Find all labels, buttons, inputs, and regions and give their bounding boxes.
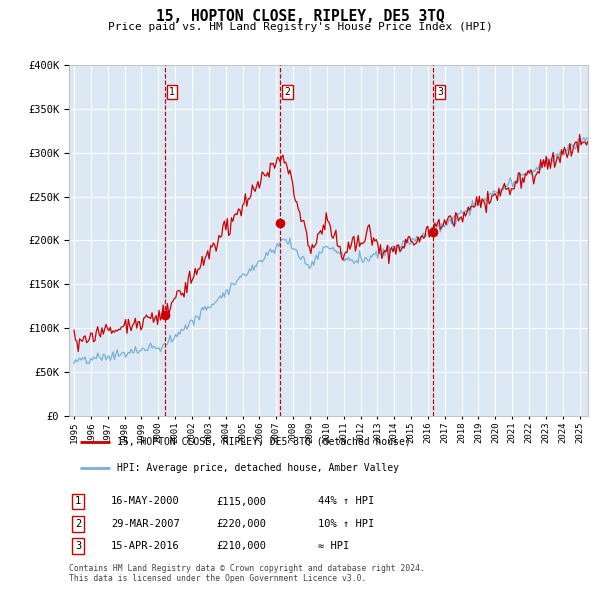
Text: ≈ HPI: ≈ HPI — [318, 542, 349, 551]
Text: £115,000: £115,000 — [216, 497, 266, 506]
Text: 1: 1 — [169, 87, 175, 97]
Text: 44% ↑ HPI: 44% ↑ HPI — [318, 497, 374, 506]
Text: 15, HOPTON CLOSE, RIPLEY, DE5 3TQ (detached house): 15, HOPTON CLOSE, RIPLEY, DE5 3TQ (detac… — [116, 437, 410, 447]
Text: 29-MAR-2007: 29-MAR-2007 — [111, 519, 180, 529]
Text: 3: 3 — [437, 87, 443, 97]
Text: 16-MAY-2000: 16-MAY-2000 — [111, 497, 180, 506]
Text: Price paid vs. HM Land Registry's House Price Index (HPI): Price paid vs. HM Land Registry's House … — [107, 22, 493, 32]
Text: 2: 2 — [75, 519, 81, 529]
Text: 1: 1 — [75, 497, 81, 506]
Text: 15-APR-2016: 15-APR-2016 — [111, 542, 180, 551]
Text: This data is licensed under the Open Government Licence v3.0.: This data is licensed under the Open Gov… — [69, 574, 367, 583]
Text: 10% ↑ HPI: 10% ↑ HPI — [318, 519, 374, 529]
Text: £210,000: £210,000 — [216, 542, 266, 551]
Text: 2: 2 — [284, 87, 290, 97]
Text: £220,000: £220,000 — [216, 519, 266, 529]
Text: 3: 3 — [75, 542, 81, 551]
Text: Contains HM Land Registry data © Crown copyright and database right 2024.: Contains HM Land Registry data © Crown c… — [69, 563, 425, 572]
Text: 15, HOPTON CLOSE, RIPLEY, DE5 3TQ: 15, HOPTON CLOSE, RIPLEY, DE5 3TQ — [155, 9, 445, 24]
Text: HPI: Average price, detached house, Amber Valley: HPI: Average price, detached house, Ambe… — [116, 463, 398, 473]
